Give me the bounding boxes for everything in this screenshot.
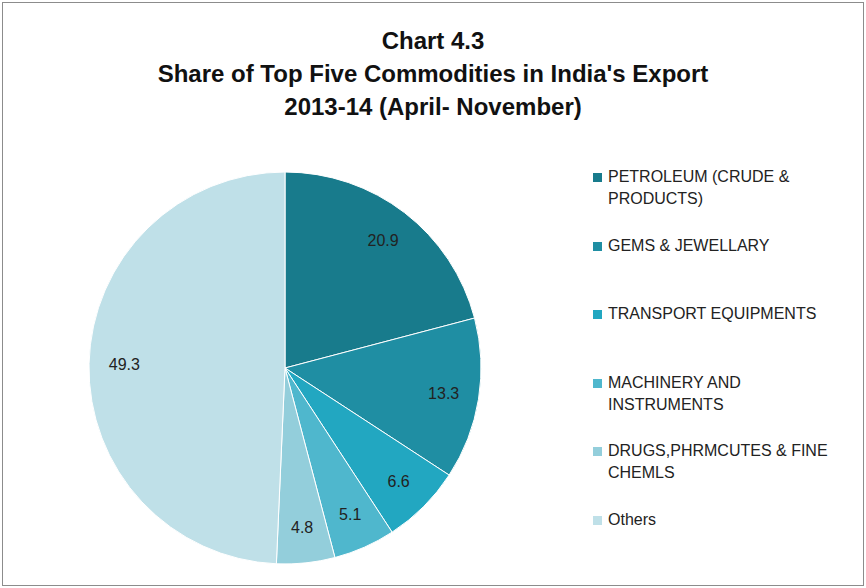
html-text:GEMS & JEWELLARY: GEMS & JEWELLARY [608,236,770,254]
html-text:TRANSPORT EQUIPMENTS: TRANSPORT EQUIPMENTS [608,305,817,322]
html-text:Chart 4.3: Chart 4.3 [381,27,485,54]
svg-text:4.8: 4.8 [291,519,313,536]
svg-text:13.3: 13.3 [428,385,459,402]
html-text:MACHINERY AND INSTRUMENTS: MACHINERY AND INSTRUMENTS [608,373,741,413]
svg-text:49.3: 49.3 [109,356,140,373]
html-text:DRUGS,PHRMCUTES & FINE CHEMLS: DRUGS,PHRMCUTES & FINE CHEMLS [608,442,828,481]
html-text:2013-14 (April- November): 2013-14 (April- November) [284,93,582,120]
svg-text:5.1: 5.1 [339,506,361,523]
html-text:PETROLEUM (CRUDE & PRODUCTS): PETROLEUM (CRUDE & PRODUCTS) [608,168,790,207]
svg-text:20.9: 20.9 [368,232,399,249]
svg-text:6.6: 6.6 [388,473,410,490]
html-text:Others: Others [608,510,656,528]
html-text:Share of Top Five Commodities: Share of Top Five Commodities in India's… [157,60,709,87]
